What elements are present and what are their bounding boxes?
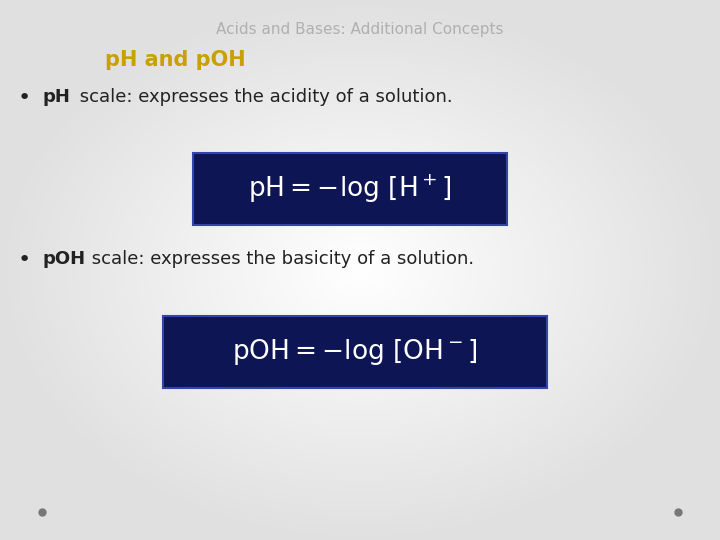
FancyBboxPatch shape — [193, 153, 507, 225]
Text: $\mathsf{pOH = \mathregular{-}log\ [OH^-]}$: $\mathsf{pOH = \mathregular{-}log\ [OH^-… — [233, 337, 477, 367]
Text: •: • — [18, 88, 31, 108]
Text: scale: expresses the acidity of a solution.: scale: expresses the acidity of a soluti… — [74, 88, 453, 106]
Text: scale: expresses the basicity of a solution.: scale: expresses the basicity of a solut… — [86, 250, 474, 268]
Text: pOH: pOH — [42, 250, 85, 268]
FancyBboxPatch shape — [163, 316, 547, 388]
Text: pH: pH — [42, 88, 70, 106]
Text: Acids and Bases: Additional Concepts: Acids and Bases: Additional Concepts — [216, 22, 504, 37]
Text: •: • — [18, 250, 31, 270]
Text: pH and pOH: pH and pOH — [105, 50, 246, 70]
Text: $\mathsf{pH = \mathregular{-}log\ [H^+]}$: $\mathsf{pH = \mathregular{-}log\ [H^+]}… — [248, 173, 452, 205]
